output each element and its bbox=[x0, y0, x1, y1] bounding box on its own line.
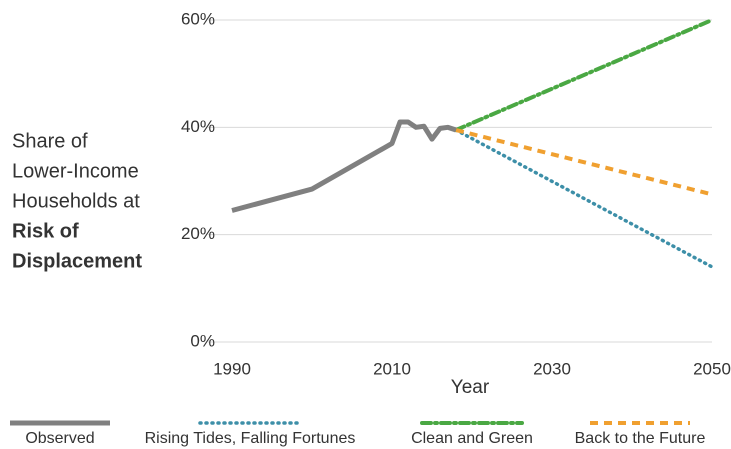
x-tick-label: 1990 bbox=[213, 359, 251, 378]
x-tick-label: 2050 bbox=[693, 359, 731, 378]
legend-label: Rising Tides, Falling Fortunes bbox=[145, 430, 356, 447]
legend-label: Back to the Future bbox=[575, 430, 706, 447]
y-tick-label: 60% bbox=[181, 9, 215, 28]
y-tick-label: 0% bbox=[190, 331, 215, 350]
y-axis-label: Lower-Income bbox=[12, 160, 139, 182]
line-series bbox=[455, 128, 713, 197]
x-tick-label: 2010 bbox=[373, 359, 411, 378]
legend-label: Observed bbox=[25, 430, 94, 447]
x-tick-label: 2030 bbox=[533, 359, 571, 378]
line-series bbox=[454, 18, 714, 133]
y-axis-label: Risk of bbox=[12, 220, 79, 242]
y-tick-label: 20% bbox=[181, 224, 215, 243]
line-series bbox=[454, 128, 714, 269]
legend-label: Clean and Green bbox=[411, 430, 533, 447]
y-axis-label: Households at bbox=[12, 190, 140, 212]
line-series bbox=[231, 119, 457, 213]
x-axis-label: Year bbox=[451, 377, 490, 398]
y-axis-label: Displacement bbox=[12, 250, 142, 272]
y-axis-label: Share of bbox=[12, 130, 88, 152]
y-tick-label: 40% bbox=[181, 117, 215, 136]
